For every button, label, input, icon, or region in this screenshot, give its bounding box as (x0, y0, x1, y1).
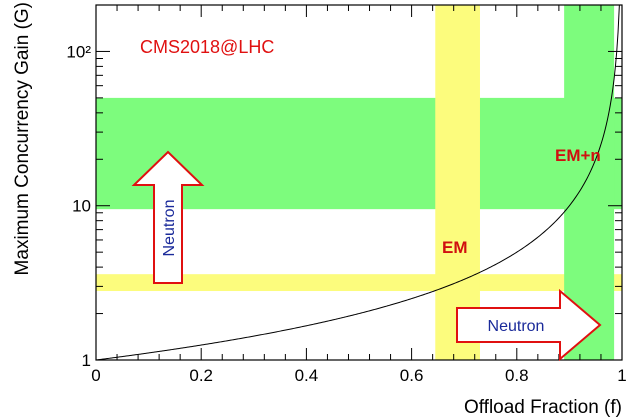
y-tick-label: 1 (82, 351, 91, 370)
em-n-label: EM+n (555, 146, 601, 165)
neutron-right-label: Neutron (488, 318, 545, 335)
up-arrow-shape (131, 150, 205, 284)
x-tick-label: 0.6 (400, 366, 424, 385)
x-tick-label: 1 (617, 366, 626, 385)
em-label: EM (442, 238, 468, 257)
y-tick-label: 10² (66, 42, 91, 61)
curve-layer (95, 4, 620, 361)
y-tick-label: 10 (72, 197, 91, 216)
right-arrow-shape (456, 288, 602, 362)
highlight-bands (96, 5, 622, 360)
x-axis-label: Offload Fraction (f) (464, 397, 622, 418)
x-tick-label: 0.4 (295, 366, 319, 385)
x-tick-label: 0 (91, 366, 100, 385)
y-axis-label: Maximum Concurrency Gain (G) (12, 2, 33, 275)
axis-ticks: 0 0.2 0.4 0.6 0.8 1 1 10 10² (66, 4, 627, 385)
x-tick-label: 0.2 (189, 366, 213, 385)
neutron-up-label: Neutron (161, 200, 178, 257)
series-line (95, 4, 620, 361)
x-tick-label: 0.8 (505, 366, 529, 385)
band-horizontal-1 (96, 274, 622, 292)
neutron-right-arrow: Neutron (456, 288, 602, 362)
neutron-up-arrow: Neutron (131, 150, 205, 284)
source-label: CMS2018@LHC (140, 37, 274, 57)
band-horizontal-0 (96, 97, 622, 210)
band-vertical-2 (435, 5, 480, 360)
plot-frame (95, 4, 623, 361)
